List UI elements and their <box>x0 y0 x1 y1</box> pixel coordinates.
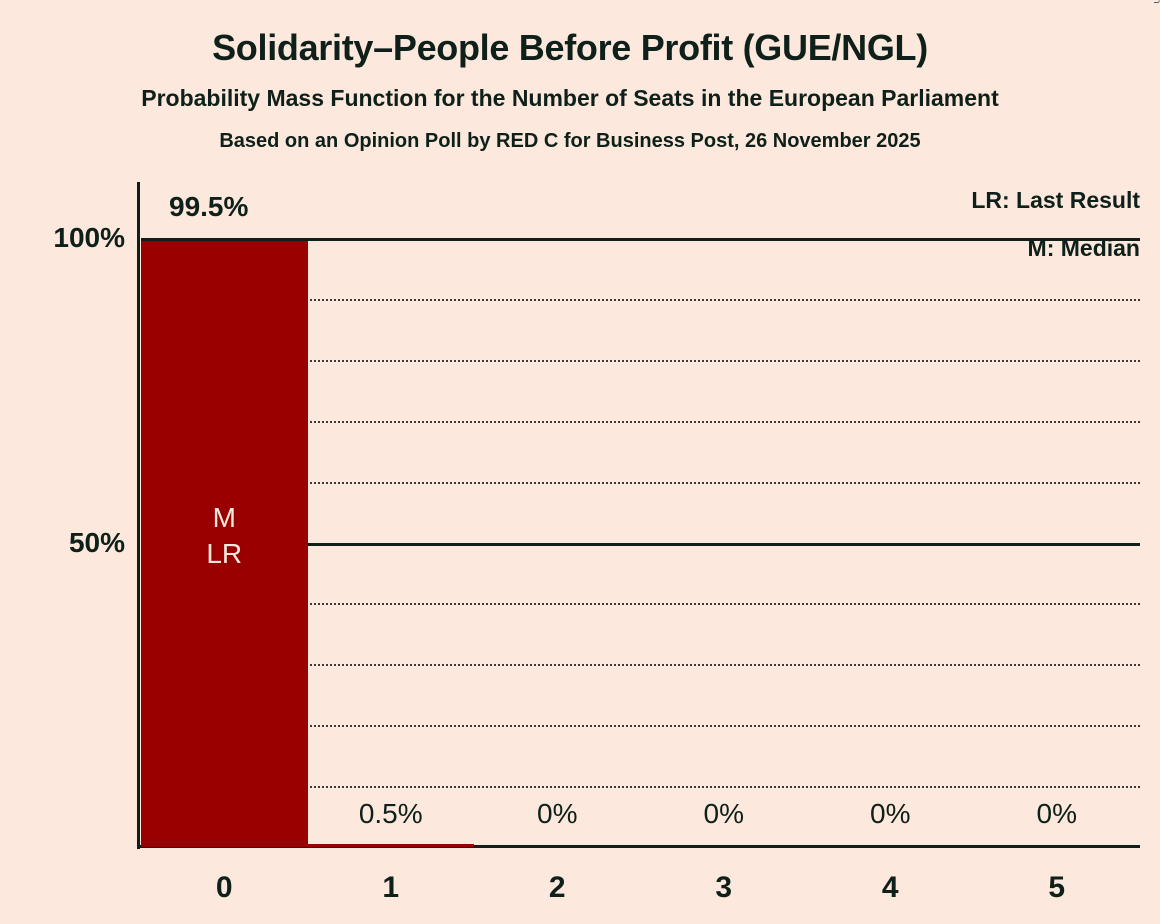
legend-median: M: Median <box>1027 235 1140 261</box>
value-label-3: 0% <box>703 798 744 829</box>
median-marker: M <box>212 502 236 534</box>
bar-1[interactable] <box>307 843 474 847</box>
plot-area: M LR <box>141 238 1140 847</box>
gridline-dotted-90 <box>141 298 1140 301</box>
gridline-solid-100 <box>141 238 1140 241</box>
gridline-dotted-70 <box>141 420 1140 423</box>
gridline-solid-50 <box>141 542 1140 546</box>
y-tick-50: 50% <box>68 526 125 558</box>
page-title: Solidarity–People Before Profit (GUE/NGL… <box>212 27 928 68</box>
bar-0[interactable]: M LR <box>141 241 308 847</box>
x-tick-5: 5 <box>1048 871 1066 904</box>
copyright-notice: © 2025 Filip van Laenen <box>1151 0 1160 4</box>
x-tick-3: 3 <box>715 871 733 904</box>
gridline-dotted-30 <box>141 664 1140 667</box>
y-tick-100: 100% <box>53 222 125 253</box>
chart-source: Based on an Opinion Poll by RED C for Bu… <box>219 130 921 152</box>
value-label-4: 0% <box>870 798 911 829</box>
x-tick-1: 1 <box>382 871 400 904</box>
gridline-dotted-40 <box>141 603 1140 606</box>
value-label-2: 0% <box>537 798 578 829</box>
legend-last-result: LR: Last Result <box>971 187 1140 213</box>
gridline-dotted-60 <box>141 481 1140 484</box>
value-label-0: 99.5% <box>169 191 249 222</box>
last-result-marker: LR <box>206 538 243 570</box>
x-tick-4: 4 <box>881 871 899 904</box>
gridline-dotted-80 <box>141 359 1140 362</box>
x-tick-0: 0 <box>215 871 233 904</box>
y-axis-line <box>137 182 140 849</box>
value-label-1: 0.5% <box>358 798 423 829</box>
gridline-dotted-10 <box>141 786 1140 789</box>
chart-subtitle: Probability Mass Function for the Number… <box>141 85 999 111</box>
gridline-dotted-20 <box>141 725 1140 728</box>
value-label-5: 0% <box>1036 798 1077 829</box>
chart-header: Solidarity–People Before Profit (GUE/NGL… <box>0 0 1140 152</box>
x-axis-line <box>137 845 1140 848</box>
x-tick-2: 2 <box>548 871 566 904</box>
